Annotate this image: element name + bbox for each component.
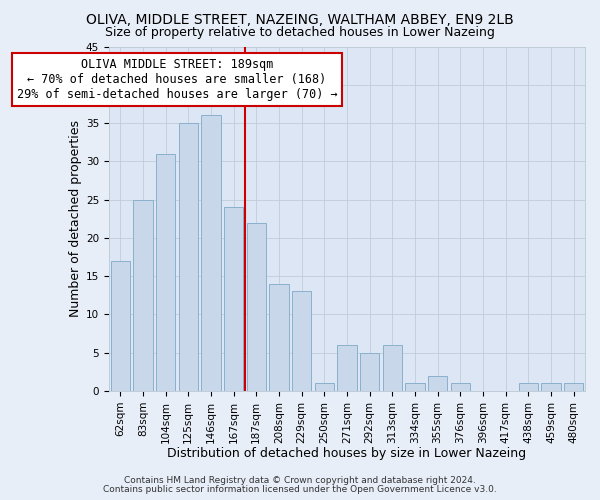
Text: OLIVA, MIDDLE STREET, NAZEING, WALTHAM ABBEY, EN9 2LB: OLIVA, MIDDLE STREET, NAZEING, WALTHAM A… — [86, 12, 514, 26]
Bar — [247, 222, 266, 391]
Bar — [337, 345, 356, 391]
Bar — [110, 261, 130, 391]
X-axis label: Distribution of detached houses by size in Lower Nazeing: Distribution of detached houses by size … — [167, 447, 527, 460]
Bar — [156, 154, 175, 391]
Bar — [133, 200, 152, 391]
Bar — [360, 352, 379, 391]
Bar — [383, 345, 402, 391]
Bar — [292, 292, 311, 391]
Text: OLIVA MIDDLE STREET: 189sqm
← 70% of detached houses are smaller (168)
29% of se: OLIVA MIDDLE STREET: 189sqm ← 70% of det… — [17, 58, 337, 101]
Text: Size of property relative to detached houses in Lower Nazeing: Size of property relative to detached ho… — [105, 26, 495, 39]
Bar — [564, 384, 583, 391]
Y-axis label: Number of detached properties: Number of detached properties — [69, 120, 82, 317]
Bar — [428, 376, 447, 391]
Bar — [269, 284, 289, 391]
Bar — [406, 384, 425, 391]
Bar — [224, 208, 243, 391]
Text: Contains HM Land Registry data © Crown copyright and database right 2024.: Contains HM Land Registry data © Crown c… — [124, 476, 476, 485]
Bar — [201, 116, 221, 391]
Bar — [314, 384, 334, 391]
Bar — [179, 123, 198, 391]
Bar — [541, 384, 560, 391]
Bar — [518, 384, 538, 391]
Bar — [451, 384, 470, 391]
Text: Contains public sector information licensed under the Open Government Licence v3: Contains public sector information licen… — [103, 485, 497, 494]
